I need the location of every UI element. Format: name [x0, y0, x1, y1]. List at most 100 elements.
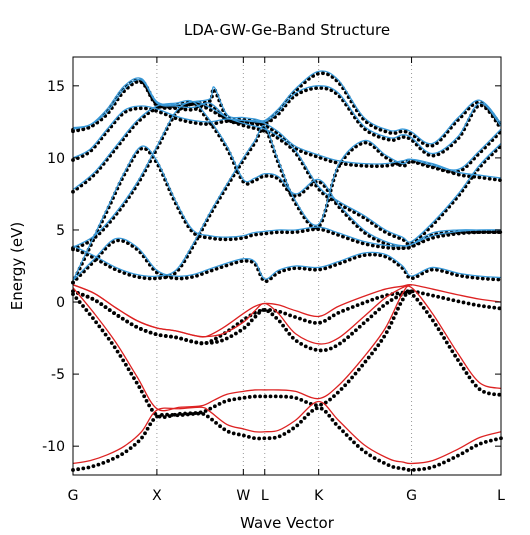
lda-point — [494, 437, 498, 442]
lda-point — [209, 340, 214, 345]
lda-point — [403, 290, 408, 295]
lda-point — [157, 414, 162, 419]
lda-point — [339, 387, 344, 391]
lda-point — [277, 270, 282, 275]
lda-point — [291, 426, 296, 431]
lda-point — [107, 308, 112, 313]
gw-conduction-band — [72, 78, 502, 155]
lda-point — [481, 230, 485, 235]
lda-point — [338, 261, 342, 266]
y-tick-label: -10 — [42, 439, 65, 455]
lda-point — [112, 267, 117, 272]
lda-point — [273, 394, 278, 399]
lda-point — [315, 71, 320, 76]
lda-point — [220, 338, 224, 343]
lda-point — [393, 131, 398, 135]
lda-point — [365, 299, 370, 304]
gw-conduction-band — [72, 100, 502, 248]
lda-point — [328, 159, 333, 163]
lda-point — [328, 397, 332, 402]
lda-point — [360, 241, 365, 246]
lda-point — [218, 237, 223, 242]
lda-point — [116, 238, 120, 243]
lda-point — [385, 300, 390, 305]
x-tick-label: L — [497, 488, 505, 504]
lda-point — [386, 463, 391, 467]
lda-point — [331, 313, 336, 318]
lda-point — [101, 460, 106, 465]
lda-point — [440, 268, 444, 273]
lda-point — [376, 134, 381, 139]
lda-point — [299, 397, 304, 402]
lda-point — [183, 119, 188, 123]
lda-point — [355, 239, 360, 244]
lda-point — [229, 262, 234, 266]
lda-point — [497, 392, 502, 397]
kpoint-gridlines — [156, 57, 413, 475]
lda-point — [326, 72, 330, 77]
lda-point — [87, 312, 92, 316]
lda-point — [460, 274, 465, 278]
lda-point — [435, 166, 440, 171]
lda-point — [163, 334, 168, 338]
lda-point — [174, 276, 179, 281]
lda-point — [361, 321, 366, 326]
lda-point — [162, 415, 167, 420]
lda-point — [124, 449, 129, 454]
lda-point — [85, 240, 89, 245]
lda-point — [299, 419, 303, 424]
lda-point — [112, 311, 116, 316]
lda-point — [387, 232, 392, 237]
lda-point — [287, 332, 292, 336]
lda-point — [324, 86, 329, 91]
lda-point — [202, 235, 207, 240]
x-tick-label: L — [261, 488, 269, 504]
lda-point — [426, 152, 431, 157]
lda-point — [226, 429, 231, 434]
lda-point — [321, 71, 325, 76]
lda-point — [115, 454, 120, 459]
lda-point — [401, 135, 406, 139]
lda-point — [308, 346, 313, 351]
lda-point — [295, 230, 300, 234]
lda-point — [323, 319, 327, 323]
lda-point — [465, 448, 469, 453]
lda-point — [233, 331, 238, 336]
lda-point — [214, 121, 219, 125]
lda-point — [302, 266, 307, 271]
lda-point — [456, 358, 460, 362]
lda-point — [436, 152, 441, 157]
lda-point — [370, 243, 375, 248]
lda-point — [91, 464, 96, 469]
lda-point — [446, 297, 451, 301]
lda-point — [313, 347, 318, 352]
lda-point — [426, 292, 430, 297]
lda-point — [286, 429, 291, 434]
lda-point — [496, 277, 501, 282]
lda-point — [285, 230, 290, 235]
lda-point — [482, 304, 486, 309]
lda-point — [359, 163, 364, 168]
lda-point — [420, 162, 425, 167]
lda-point — [469, 446, 474, 450]
lda-point — [95, 299, 99, 304]
lda-point — [386, 137, 391, 142]
lda-point — [314, 406, 319, 411]
lda-point — [400, 297, 405, 302]
lda-point — [280, 230, 284, 234]
gw-conduction-band — [72, 124, 502, 278]
lda-point — [415, 274, 420, 279]
lda-point — [254, 232, 258, 237]
lda-point — [106, 336, 111, 341]
lda-point — [204, 270, 209, 275]
lda-point — [395, 291, 400, 296]
lda-point — [331, 231, 336, 236]
lda-point — [298, 316, 302, 321]
lda-point — [120, 316, 125, 321]
lda-point — [246, 124, 251, 129]
lda-point — [445, 270, 449, 275]
lda-point — [373, 252, 377, 257]
lda-point — [239, 236, 243, 241]
lda-point — [436, 294, 441, 299]
